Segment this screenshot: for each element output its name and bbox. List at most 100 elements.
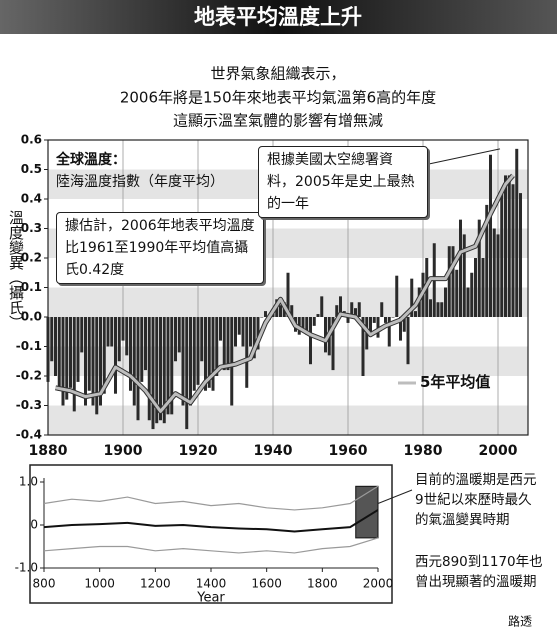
bar [459,219,462,317]
y-axis-label: 溫度變異（攝氏） [7,210,25,330]
bar [114,317,117,394]
bar [50,317,54,362]
bar [500,190,504,317]
y-tick-label: -1.0 [15,561,38,575]
bar [350,302,354,317]
bar [61,317,65,406]
bar [245,317,249,388]
x-tick-label: 1400 [196,577,227,591]
bar [301,317,305,332]
bar [440,302,444,317]
bar [519,193,522,317]
bar [429,299,432,317]
bar [369,317,372,335]
bar [129,317,132,391]
y-tick-label: -0.4 [16,428,42,442]
y-tick-label: -0.2 [16,369,42,383]
bar [474,258,477,317]
x-tick-label: 2000 [479,443,518,459]
bar [155,317,159,424]
bar [226,317,230,371]
bar [162,317,166,424]
x-tick-label: 1800 [307,577,338,591]
bar [204,317,207,391]
bar [447,246,451,317]
bar [309,317,312,365]
bar [399,317,402,341]
bar [357,302,361,317]
bar [159,317,162,421]
bar [477,219,481,317]
bar [402,317,406,332]
bar [151,317,155,430]
x-tick-label: 800 [33,577,56,591]
bar [485,204,489,317]
bar [65,317,69,400]
bar [451,246,455,317]
bar [376,317,380,338]
highlight [355,485,379,539]
bar [264,311,267,317]
bar [252,317,256,359]
bar [260,317,264,318]
x-axis-label: Year [196,591,225,606]
legend-title: 全球溫度： [56,152,126,168]
bar [481,258,485,317]
y-tick-label: 1.0 [19,475,38,489]
y-tick-label: 0.6 [21,133,42,147]
x-tick-label: 1980 [404,443,443,459]
line [43,485,379,511]
bar [125,317,129,356]
bar [95,317,99,415]
bar [241,317,245,347]
subtitle: 世界氣象組織表示， [210,65,345,83]
band [48,405,528,435]
bar [84,317,87,406]
bar [57,317,61,391]
bar [106,317,110,347]
source: 路透 [508,614,532,629]
bar [196,317,200,385]
bar [87,317,91,391]
annotation-pointer [377,489,413,504]
x-tick-label: 1960 [329,443,368,459]
bar [256,317,260,350]
x-tick-label: 2000 [363,577,394,591]
bar [444,287,447,317]
line [43,509,379,533]
bar [305,317,309,335]
x-tick-label: 1900 [104,443,143,459]
bar [140,317,144,382]
chart-title: 地表平均溫度上升 [194,5,362,29]
bar [102,317,106,394]
bar [511,184,515,317]
y-tick-label: 0.3 [21,221,42,235]
bar [324,317,327,353]
bar [436,302,440,317]
bar [249,317,252,347]
legend-label: 5年平均值 [420,373,491,391]
average-line [55,174,515,413]
bar [496,234,500,317]
y-tick-label: -0.1 [16,339,42,353]
y-tick-label: 0.0 [21,310,42,324]
bar [462,234,466,317]
bar [230,317,234,406]
bar [211,317,215,391]
bar [80,317,84,353]
x-tick-label: 1600 [251,577,282,591]
inset-frame [29,464,393,604]
bar [406,317,410,365]
bar [219,317,222,341]
x-tick-label: 1940 [254,443,293,459]
bar [91,317,95,406]
annotation: 據估計，2006年地表平均溫度比1961至1990年平均值高攝氏0.42度 [56,212,264,284]
bar [222,317,226,371]
bar [391,317,395,318]
bar [346,317,350,323]
bar [384,317,387,323]
bar [492,228,496,317]
bar [504,175,507,317]
bar [515,148,519,317]
